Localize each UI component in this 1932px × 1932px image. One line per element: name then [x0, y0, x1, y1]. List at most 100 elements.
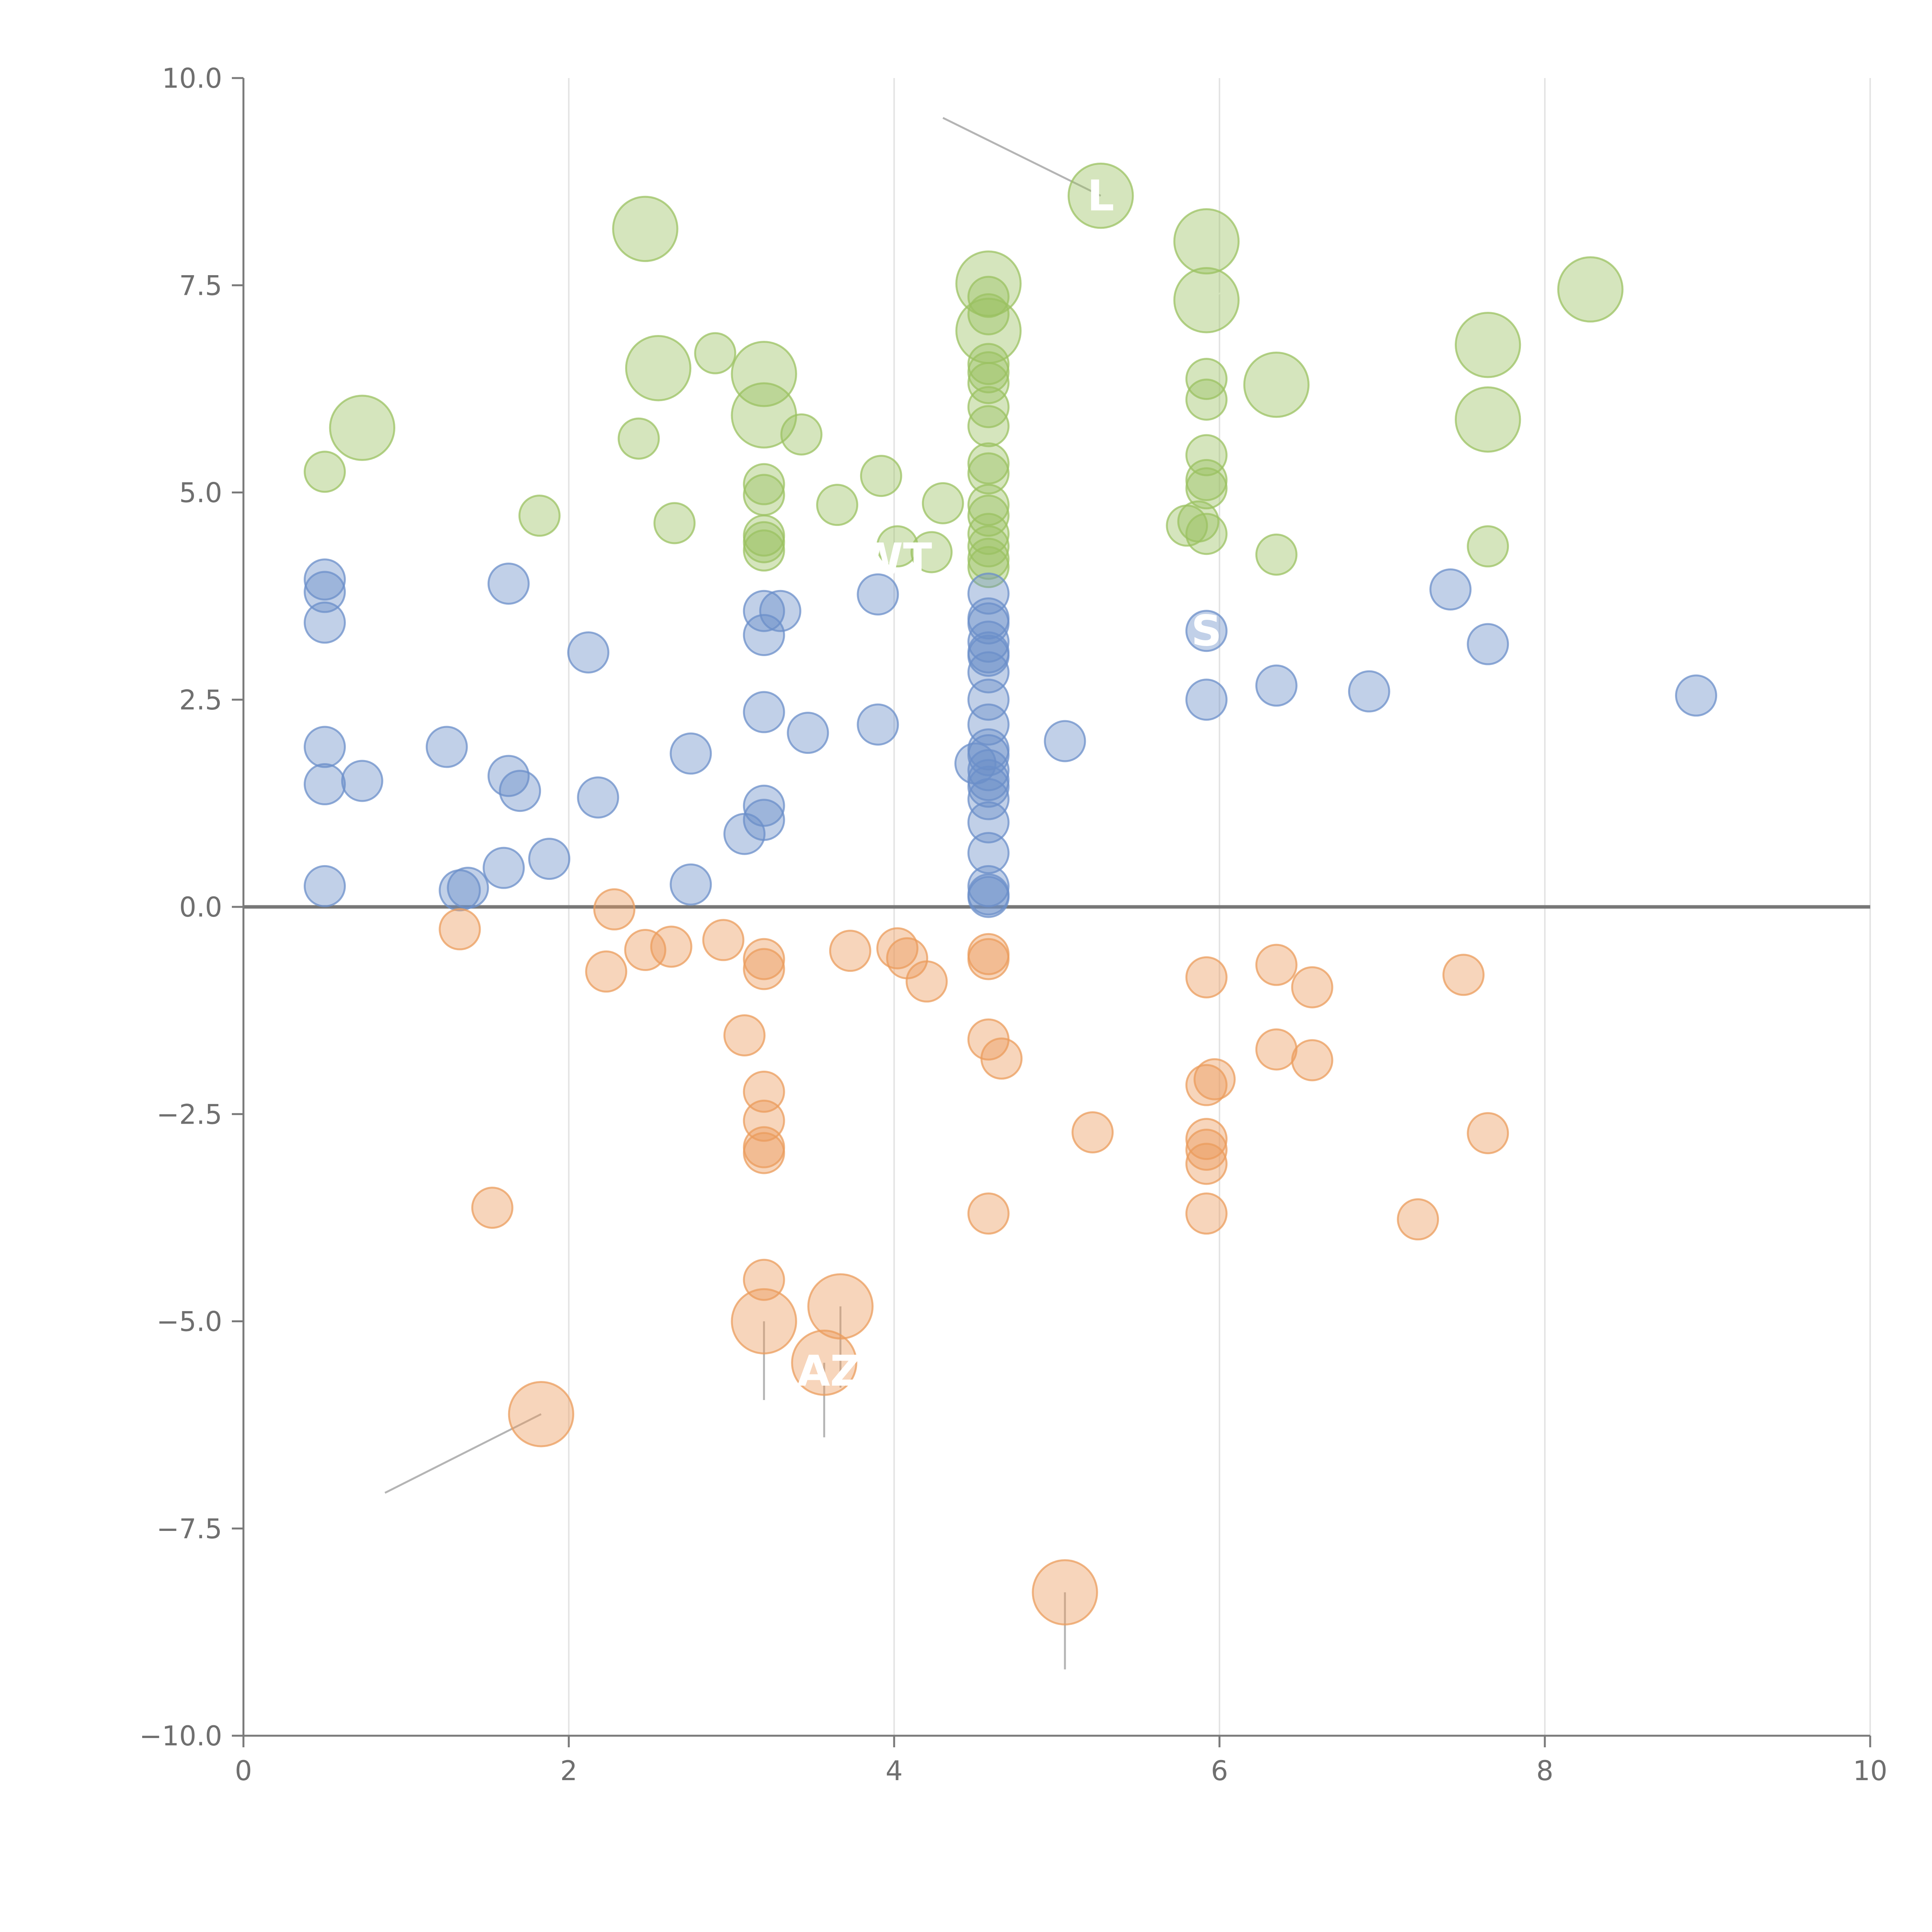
- orange-bubble-22: [1291, 1039, 1333, 1082]
- orange-bubble-27: [1071, 1111, 1114, 1153]
- green-bubble-5: [1557, 256, 1624, 323]
- series-orange: [439, 888, 1509, 1626]
- x-tick-label-0: 0: [235, 1755, 252, 1787]
- green-bubble-31: [743, 463, 785, 505]
- white-leader-2: [1590, 268, 1619, 290]
- orange-bubble-29: [1185, 1118, 1228, 1160]
- blue-bubble-38: [341, 760, 383, 802]
- blue-bubble-7: [743, 590, 785, 632]
- green-bubble-50: [910, 531, 953, 573]
- orange-bubble-13: [585, 950, 628, 993]
- green-bubble-49: [743, 529, 785, 572]
- y-tick-label-0: 10.0: [162, 63, 222, 94]
- orange-bubble-1: [439, 908, 481, 951]
- green-bubble-38: [967, 495, 1010, 537]
- bubble-layer: [304, 162, 1718, 1626]
- blue-bubble-22: [967, 679, 1010, 721]
- orange-bubble-20: [1255, 1028, 1298, 1071]
- green-bubble-3: [955, 250, 1022, 317]
- green-bubble-4: [1173, 267, 1240, 333]
- blue-bubble-23: [1185, 679, 1228, 721]
- orange-bubble-0: [593, 888, 636, 930]
- blue-bubble-27: [787, 712, 829, 754]
- blue-bubble-29: [304, 726, 346, 768]
- orange-bubble-40: [731, 1288, 797, 1355]
- orange-bubble-37: [1397, 1198, 1439, 1241]
- blue-bubble-11: [1185, 610, 1228, 652]
- orange-bubble-15: [1185, 956, 1228, 998]
- white-leader-5: [1272, 384, 1277, 418]
- green-bubble-12: [1454, 386, 1521, 453]
- green-bubble-34: [743, 474, 785, 516]
- green-bubble-21: [967, 386, 1010, 429]
- green-bubble-33: [1185, 467, 1228, 510]
- orange-bubble-24: [1185, 1064, 1228, 1106]
- y-tick-label-8: −10.0: [139, 1720, 222, 1752]
- y-tick-label-1: 7.5: [179, 270, 222, 301]
- white-leader-7: [361, 427, 371, 460]
- orange-bubble-18: [723, 1014, 766, 1056]
- white-leader-1: [1206, 284, 1236, 301]
- bubble-labels: L S WT AZ: [797, 171, 1222, 1396]
- orange-bubble-28: [1467, 1112, 1509, 1155]
- blue-bubble-2: [304, 601, 346, 644]
- green-bubble-19: [967, 362, 1010, 404]
- blue-bubble-4: [857, 573, 899, 616]
- y-tick-label-2: 5.0: [179, 477, 222, 509]
- blue-bubble-50: [483, 847, 525, 889]
- orange-bubble-35: [967, 1192, 1010, 1235]
- green-bubble-29: [967, 452, 1010, 495]
- orange-bubble-21: [980, 1037, 1023, 1080]
- blue-bubble-30: [425, 726, 468, 768]
- x-tick-label-5: 10: [1853, 1755, 1887, 1787]
- x-tick-label-3: 6: [1211, 1755, 1228, 1787]
- bubble-label-1: S: [1191, 606, 1222, 656]
- green-bubble-44: [967, 513, 1010, 555]
- y-tick-label-4: 0.0: [179, 891, 222, 923]
- green-bubble-25: [617, 417, 660, 460]
- green-bubble-36: [816, 484, 859, 526]
- white-leader-9: [959, 268, 989, 284]
- blue-bubble-5: [967, 572, 1010, 615]
- green-bubble-23: [780, 413, 823, 456]
- green-bubble-27: [967, 442, 1010, 485]
- blue-bubble-42: [577, 776, 619, 819]
- green-bubble-2: [1173, 208, 1240, 275]
- leader-lines: [361, 117, 1619, 1670]
- green-bubble-42: [1177, 500, 1219, 543]
- blue-bubble-25: [857, 703, 899, 746]
- orange-bubble-31: [1185, 1128, 1228, 1171]
- bubble-label-2: WT: [856, 534, 932, 583]
- y-tick-label-6: −5.0: [156, 1306, 222, 1338]
- orange-bubble-14: [1442, 954, 1485, 996]
- green-bubble-18: [967, 351, 1010, 393]
- green-bubble-52: [1255, 533, 1298, 576]
- orange-bubble-2: [702, 919, 745, 961]
- orange-bubble-8: [743, 938, 785, 980]
- green-bubble-24: [967, 405, 1010, 447]
- x-tick-label-2: 4: [886, 1755, 903, 1787]
- blue-bubble-37: [304, 763, 346, 806]
- leader-line-1: [384, 1413, 542, 1494]
- orange-bubble-5: [650, 925, 692, 968]
- blue-bubble-36: [487, 755, 530, 797]
- white-leader-0: [1186, 226, 1207, 242]
- green-bubble-30: [860, 455, 902, 497]
- green-bubble-39: [518, 495, 561, 537]
- green-bubble-15: [967, 293, 1010, 335]
- green-bubble-13: [329, 395, 396, 461]
- blue-bubble-54: [447, 867, 489, 909]
- green-bubble-37: [967, 484, 1010, 526]
- blue-bubble-21: [1675, 674, 1718, 717]
- green-bubble-35: [922, 482, 964, 524]
- orange-bubble-33: [1185, 1143, 1228, 1185]
- green-bubble-51: [1467, 525, 1509, 568]
- blue-bubble-49: [528, 838, 570, 880]
- orange-bubble-42: [508, 1381, 575, 1447]
- bubble-label-0: L: [1087, 171, 1114, 221]
- blue-bubble-32: [670, 732, 712, 775]
- orange-bubble-25: [743, 1070, 785, 1113]
- green-bubble-43: [1185, 513, 1228, 555]
- green-bubble-48: [876, 525, 918, 568]
